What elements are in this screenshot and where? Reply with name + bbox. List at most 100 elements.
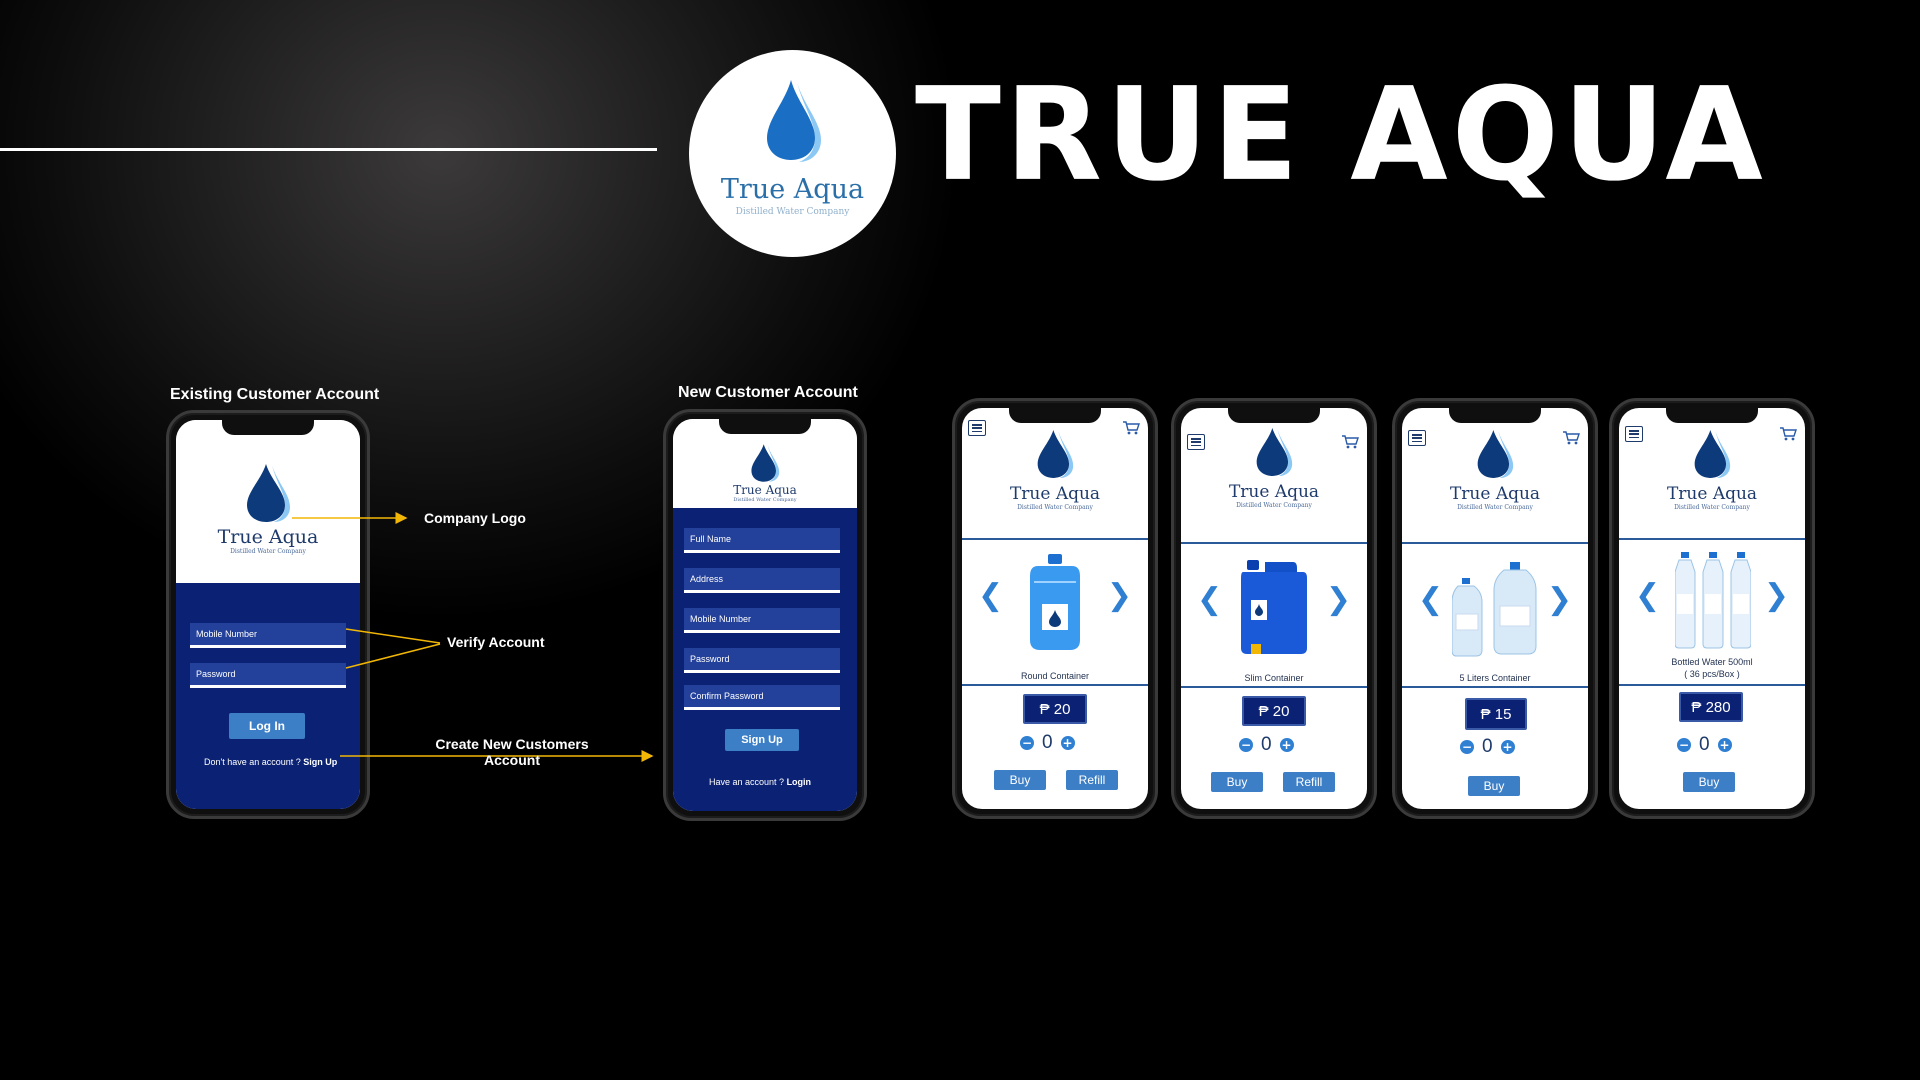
login-button[interactable]: Log In [229, 713, 305, 739]
password-field[interactable]: Password [190, 663, 346, 688]
signup-tagline: Distilled Water Company [733, 497, 797, 503]
product-header: True Aqua Distilled Water Company [1181, 426, 1367, 514]
verify-arrow-password [345, 643, 441, 669]
water-drop-icon [1256, 428, 1293, 476]
signup-link[interactable]: Sign Up [303, 757, 338, 767]
product-brand: True Aqua [1009, 484, 1101, 504]
buy-button[interactable]: Buy [994, 770, 1046, 790]
product-divider [962, 684, 1148, 686]
header-divider [962, 538, 1148, 540]
login-tagline: Distilled Water Company [230, 548, 306, 555]
logo-tagline: Distilled Water Company [735, 207, 850, 217]
water-drop-icon [247, 464, 290, 522]
menu-icon[interactable] [968, 420, 986, 436]
product-header: True Aqua Distilled Water Company [1402, 428, 1588, 516]
confirm-password-field[interactable]: Confirm Password [684, 685, 840, 710]
minus-icon[interactable]: − [1460, 740, 1474, 754]
buy-button[interactable]: Buy [1211, 772, 1263, 792]
product-brand: True Aqua [1228, 482, 1320, 502]
chevron-right-icon[interactable]: ❯ [1546, 582, 1572, 617]
header-divider [1181, 542, 1367, 544]
product-name: 5 Liters Container [1459, 673, 1531, 683]
password-field[interactable]: Password [684, 648, 840, 673]
water-drop-icon [766, 80, 821, 162]
login-link[interactable]: Login [786, 777, 812, 787]
cart-icon[interactable] [1562, 430, 1580, 446]
signup-form-panel: Full Name Address Mobile Number Password… [673, 508, 857, 811]
quantity-value: 0 [1699, 734, 1710, 755]
menu-icon[interactable] [1408, 430, 1426, 446]
buy-button[interactable]: Buy [1683, 772, 1735, 792]
signup-section-label: New Customer Account [678, 384, 858, 401]
menu-icon[interactable] [1625, 426, 1643, 442]
mobile-number-field[interactable]: Mobile Number [190, 623, 346, 648]
login-phone: True Aqua Distilled Water Company Mobile… [166, 410, 370, 819]
logo-brand-text: True Aqua [720, 174, 865, 205]
minus-icon[interactable]: − [1020, 736, 1034, 750]
minus-icon[interactable]: − [1677, 738, 1691, 752]
plus-icon[interactable]: + [1500, 740, 1515, 754]
address-field[interactable]: Address [684, 568, 840, 593]
cart-icon[interactable] [1122, 420, 1140, 436]
quantity-value: 0 [1482, 736, 1493, 757]
product-screen: True Aqua Distilled Water Company ❮ ❯ Bo… [1619, 408, 1805, 809]
cart-icon[interactable] [1341, 434, 1359, 450]
plus-icon[interactable]: + [1717, 738, 1732, 752]
login-header: True Aqua Distilled Water Company [176, 420, 360, 583]
signup-button[interactable]: Sign Up [725, 729, 799, 751]
chevron-left-icon[interactable]: ❮ [1197, 582, 1223, 617]
product-name: Slim Container [1244, 673, 1304, 683]
cart-icon[interactable] [1779, 426, 1797, 442]
create-account-annotation: Create New Customers Account [432, 736, 592, 768]
phone-notch [1666, 408, 1758, 423]
buy-button[interactable]: Buy [1468, 776, 1520, 796]
full-name-field[interactable]: Full Name [684, 528, 840, 553]
product-screen: True Aqua Distilled Water Company ❮ ❯ 5 … [1402, 408, 1588, 809]
refill-button[interactable]: Refill [1283, 772, 1335, 792]
product-divider [1619, 684, 1805, 686]
round-container-image [1030, 554, 1080, 650]
header-divider [1402, 542, 1588, 544]
plus-icon[interactable]: + [1279, 738, 1294, 752]
refill-button[interactable]: Refill [1066, 770, 1118, 790]
water-drop-icon [1477, 430, 1514, 478]
chevron-left-icon[interactable]: ❮ [1418, 582, 1444, 617]
price-badge: ₱ 20 [1023, 694, 1087, 724]
chevron-left-icon[interactable]: ❮ [978, 578, 1004, 613]
minus-icon[interactable]: − [1239, 738, 1253, 752]
product-name-line-1: Bottled Water 500ml [1671, 657, 1753, 667]
mobile-number-field[interactable]: Mobile Number [684, 608, 840, 633]
product-phone-4: True Aqua Distilled Water Company ❮ ❯ Bo… [1609, 398, 1815, 819]
login-prompt-text: Have an account ? [709, 777, 787, 787]
chevron-right-icon[interactable]: ❯ [1763, 578, 1789, 613]
create-account-line-2: Account [484, 752, 540, 768]
product-tagline: Distilled Water Company [1457, 504, 1533, 511]
product-phone-3: True Aqua Distilled Water Company ❮ ❯ 5 … [1392, 398, 1598, 819]
five-liter-container-image [1452, 562, 1537, 657]
company-logo-circle: True Aqua Distilled Water Company [689, 50, 896, 257]
verify-account-annotation: Verify Account [447, 634, 545, 650]
login-section-label: Existing Customer Account [170, 386, 380, 403]
quantity-stepper: − 0 + [1239, 734, 1294, 756]
chevron-right-icon[interactable]: ❯ [1106, 578, 1132, 613]
quantity-stepper: − 0 + [1677, 734, 1732, 756]
quantity-stepper: − 0 + [1020, 732, 1075, 754]
menu-icon[interactable] [1187, 434, 1205, 450]
bottled-water-image [1675, 552, 1751, 649]
phone-notch [222, 420, 314, 435]
chevron-right-icon[interactable]: ❯ [1325, 582, 1351, 617]
header-divider [1619, 538, 1805, 540]
plus-icon[interactable]: + [1060, 736, 1075, 750]
signup-prompt: Don't have an account ? Sign Up [204, 757, 337, 767]
product-name: Round Container [1020, 671, 1090, 681]
chevron-left-icon[interactable]: ❮ [1635, 578, 1661, 613]
product-divider [1402, 686, 1588, 688]
phone-notch [719, 419, 811, 434]
phone-notch [1009, 408, 1101, 423]
price-badge: ₱ 15 [1465, 698, 1527, 730]
signup-brand: True Aqua [733, 483, 797, 497]
product-name-line-2: ( 36 pcs/Box ) [1684, 669, 1740, 679]
product-phone-1: True Aqua Distilled Water Company ❮ ❯ Ro… [952, 398, 1158, 819]
create-account-line-1: Create New Customers [435, 736, 589, 752]
